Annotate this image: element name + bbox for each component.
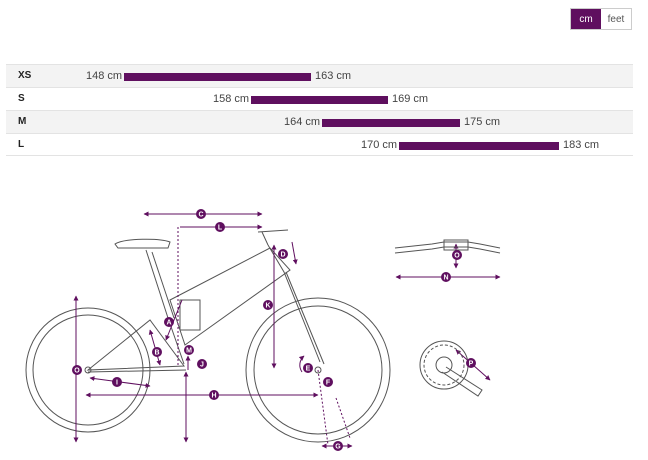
size-label: M (18, 116, 27, 127)
svg-text:D: D (280, 252, 285, 259)
label-n: N (441, 272, 451, 282)
label-f: F (323, 377, 333, 387)
size-min: 170 cm (361, 139, 398, 151)
label-a: A (164, 317, 174, 327)
label-g: G (333, 441, 343, 451)
label-o-handlebar: O (452, 250, 462, 260)
svg-text:C: C (198, 212, 203, 219)
size-min: 158 cm (213, 93, 250, 105)
label-h: H (209, 390, 219, 400)
svg-text:P: P (469, 361, 474, 368)
bike-illustration (25, 229, 391, 443)
size-row-m: M 164 cm 175 cm (6, 110, 633, 133)
label-i: I (112, 377, 122, 387)
rear-wheel (25, 307, 151, 433)
svg-text:J: J (200, 362, 204, 369)
size-range-bar (399, 142, 559, 150)
svg-text:N: N (443, 275, 448, 282)
geometry-labels: A B C D E F G H I J K L M N O O P (72, 209, 476, 451)
svg-text:I: I (116, 380, 118, 387)
crankset-illustration (419, 340, 483, 397)
size-range-bar (322, 119, 460, 127)
svg-text:K: K (265, 303, 270, 310)
svg-text:F: F (326, 380, 331, 387)
label-l: L (215, 222, 225, 232)
svg-text:B: B (154, 350, 159, 357)
svg-text:M: M (186, 348, 192, 355)
label-k: K (263, 300, 273, 310)
size-min: 148 cm (86, 70, 123, 82)
measurement-lines (73, 211, 501, 449)
svg-text:H: H (211, 393, 216, 400)
size-label: XS (18, 70, 32, 81)
label-c: C (196, 209, 206, 219)
size-table: XS 148 cm 163 cm S 158 cm 169 cm M 164 c… (6, 64, 633, 156)
size-max: 169 cm (392, 93, 429, 105)
size-min: 164 cm (284, 116, 321, 128)
svg-text:L: L (218, 225, 223, 232)
svg-text:O: O (74, 368, 80, 375)
size-label: L (18, 139, 25, 150)
size-max: 163 cm (315, 70, 352, 82)
handlebar-illustration (394, 239, 501, 254)
label-m: M (184, 345, 194, 355)
label-b: B (152, 347, 162, 357)
frame (86, 229, 325, 373)
size-row-xs: XS 148 cm 163 cm (6, 64, 633, 87)
size-range-bar (251, 96, 388, 104)
label-e: E (303, 363, 313, 373)
unit-feet-button[interactable]: feet (607, 13, 625, 25)
svg-text:E: E (306, 366, 311, 373)
svg-text:G: G (335, 444, 341, 451)
unit-toggle: cm feet (570, 8, 632, 30)
size-max: 175 cm (464, 116, 501, 128)
size-label: S (18, 93, 25, 104)
size-max: 183 cm (563, 139, 600, 151)
svg-text:O: O (454, 253, 460, 260)
front-wheel (245, 297, 391, 443)
label-p: P (466, 358, 476, 368)
size-row-s: S 158 cm 169 cm (6, 87, 633, 110)
unit-cm-button[interactable]: cm (571, 9, 601, 29)
svg-text:A: A (166, 320, 171, 327)
label-j: J (197, 359, 207, 369)
label-o: O (72, 365, 82, 375)
size-row-l: L 170 cm 183 cm (6, 133, 633, 156)
size-range-bar (124, 73, 311, 81)
label-d: D (278, 249, 288, 259)
